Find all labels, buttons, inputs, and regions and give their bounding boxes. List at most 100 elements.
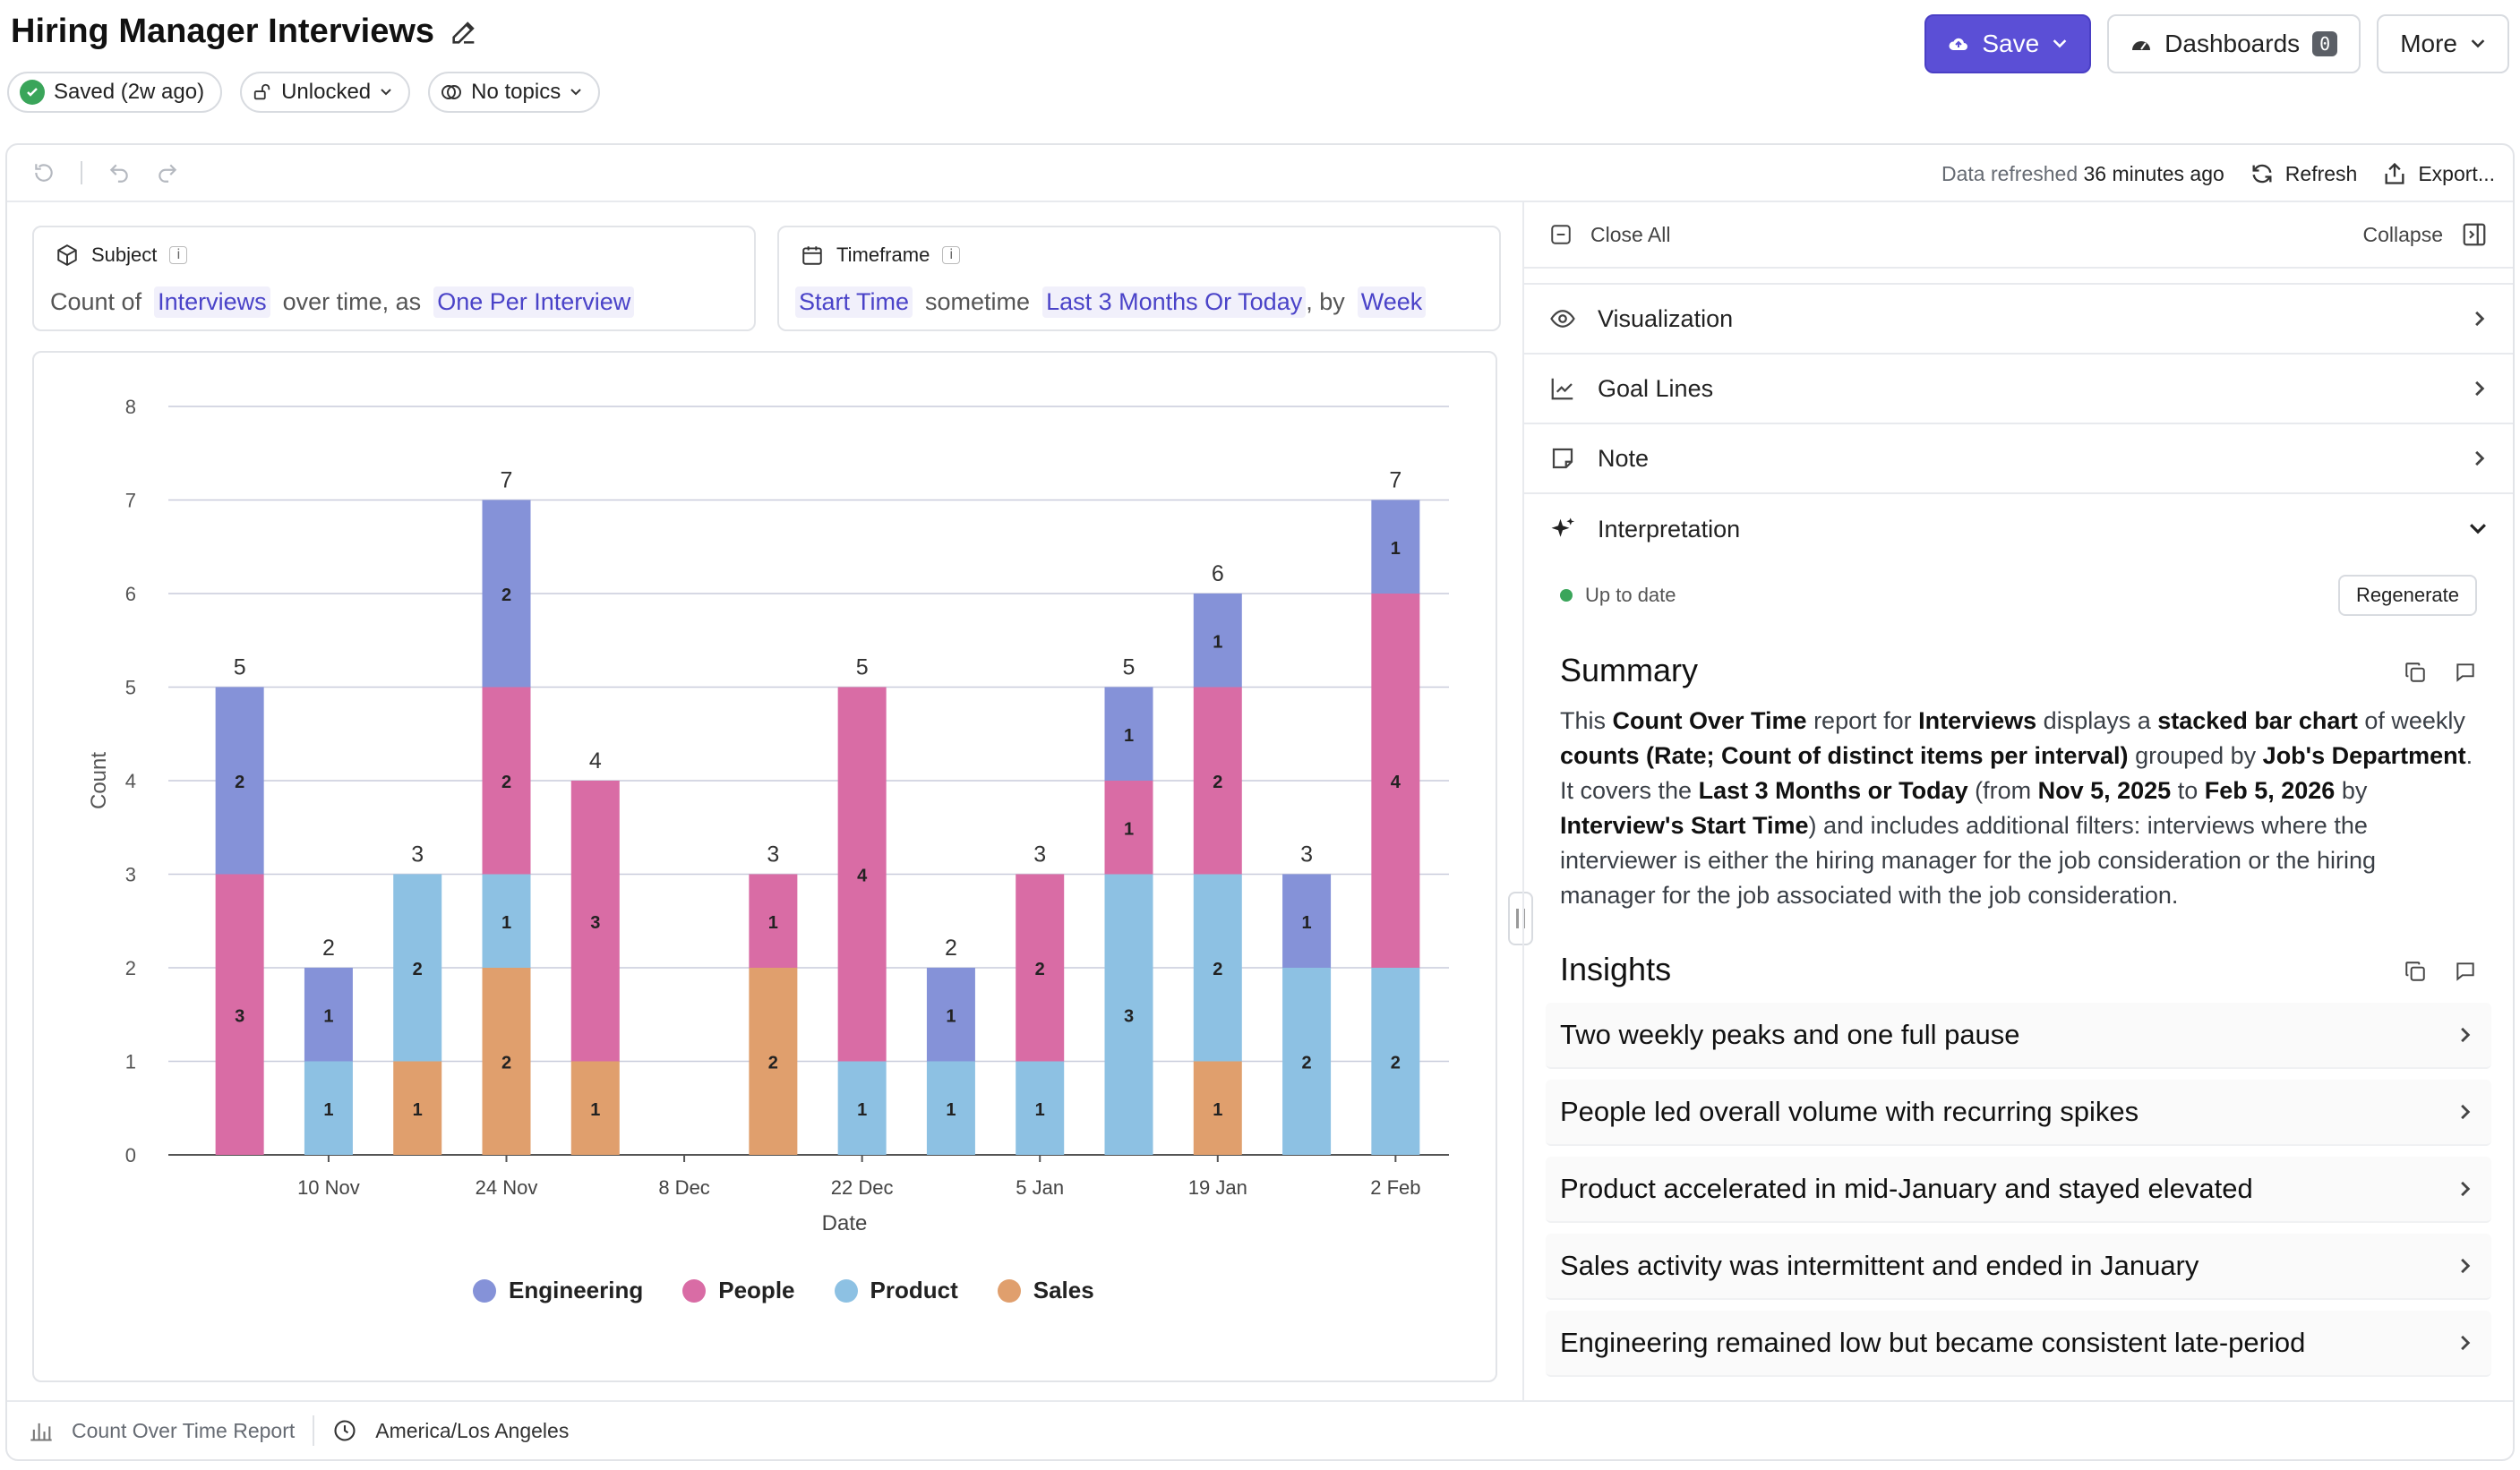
x-axis-label: Date [822,1211,868,1235]
insight-label: People led overall volume with recurring… [1560,1096,2139,1127]
legend-item-sales[interactable]: Sales [997,1277,1094,1304]
redo-icon[interactable] [156,161,179,184]
timeframe-period-token[interactable]: Week [1357,286,1427,318]
bar-segment-label: 1 [1391,539,1401,559]
refresh-button[interactable]: Refresh [2250,161,2357,186]
info-icon[interactable]: i [942,246,961,264]
reset-icon[interactable] [32,161,56,184]
bar-segment-label: 3 [235,1006,244,1026]
insight-label: Engineering remained low but became cons… [1560,1327,2306,1358]
bar-segment-sales [482,968,531,1155]
side-panel: Close All Collapse Visualization Goal Li… [1522,202,2513,1402]
bar-segment-engineering [215,687,264,875]
insight-item[interactable]: People led overall volume with recurring… [1546,1080,2491,1146]
bar-total-label: 3 [411,842,424,867]
close-all-button[interactable]: Close All [1549,223,1670,247]
bar-total-label: 7 [1389,468,1401,493]
section-note[interactable]: Note [1524,424,2513,494]
chevron-down-icon [2471,39,2485,48]
topics-label: No topics [471,80,561,104]
chart-card: 0 1 2 3 4 5 6 7 8 Count 3 2 5 1 1 2 10 Nov 1 2 3 2 1 2 2 7 24 Nov… [32,351,1497,1382]
bar-segment-label: 1 [946,1006,956,1026]
regenerate-button[interactable]: Regenerate [2338,575,2477,616]
legend-item-engineering[interactable]: Engineering [473,1277,643,1304]
bar-segment-label: 2 [501,773,511,792]
timeframe-label: Timeframe [836,244,930,266]
x-tick-label: 2 Feb [1370,1176,1420,1199]
timeframe-card[interactable]: Timeframe i Start Time sometime Last 3 M… [777,226,1501,331]
insight-item[interactable]: Product accelerated in mid-January and s… [1546,1157,2491,1223]
save-label: Save [1982,30,2040,57]
bar-segment-label: 2 [1213,960,1222,979]
insight-label: Sales activity was intermittent and ende… [1560,1250,2199,1281]
bar-segment-product [837,1061,887,1155]
info-icon[interactable]: i [169,246,188,264]
bar-segment-label: 2 [1213,773,1222,792]
legend-label: People [718,1277,795,1303]
header-actions: Save Dashboards 0 More [1924,14,2509,73]
eye-icon [1550,310,1575,328]
timeframe-range-token[interactable]: Last 3 Months Or Today [1042,286,1307,318]
undo-icon[interactable] [107,161,131,184]
bar-segment-label: 3 [590,913,600,933]
insight-label: Two weekly peaks and one full pause [1560,1019,2020,1050]
bar-segment-product [304,1061,353,1155]
pencil-icon[interactable] [449,17,479,47]
y-tick-label: 3 [125,864,136,886]
summary-text-3: displays a [2036,707,2158,734]
subject-mode-token[interactable]: One Per Interview [433,286,635,318]
bar-segment-product [1193,874,1242,1062]
collapse-all-icon [1551,225,1571,244]
summary-text-6: . It covers the [1560,742,2473,804]
timezone-label[interactable]: America/Los Angeles [375,1418,570,1442]
chevron-right-icon [2461,1258,2471,1274]
section-label: Interpretation [1598,515,1741,543]
collapse-label: Collapse [2362,222,2444,246]
bar-segment-label: 1 [501,913,511,933]
legend-item-product[interactable]: Product [834,1277,958,1304]
save-button[interactable]: Save [1924,14,2092,73]
lock-dropdown[interactable]: Unlocked [240,72,411,113]
bar-total-label: 3 [1300,842,1313,867]
chevron-down-icon [570,89,581,96]
section-goal-lines[interactable]: Goal Lines [1524,355,2513,424]
summary-text-10: ) and includes additional filters: inter… [1560,812,2376,909]
copy-icon[interactable] [2404,960,2427,983]
timeframe-field-token[interactable]: Start Time [795,286,913,318]
insight-item[interactable]: Sales activity was intermittent and ende… [1546,1234,2491,1300]
comment-icon[interactable] [2454,661,2477,684]
x-tick-label: 10 Nov [297,1176,360,1199]
bar-segment-label: 1 [768,913,778,933]
section-visualization[interactable]: Visualization [1524,285,2513,355]
dashboards-button[interactable]: Dashboards 0 [2107,14,2361,73]
export-button[interactable]: Export... [2382,161,2495,186]
subject-card[interactable]: Subject i Count of Interviews over time,… [32,226,756,331]
y-tick-label: 1 [125,1051,136,1073]
legend-swatch [834,1278,858,1303]
insight-item[interactable]: Two weekly peaks and one full pause [1546,1003,2491,1069]
bar-segment-people [215,874,264,1155]
topics-dropdown[interactable]: No topics [428,72,601,113]
y-tick-label: 0 [125,1144,136,1167]
insight-item[interactable]: Engineering remained low but became cons… [1546,1311,2491,1377]
saved-status-label: Saved (2w ago) [54,80,205,104]
bar-total-label: 2 [322,936,335,961]
collapse-button[interactable]: Collapse [2363,221,2489,248]
more-button[interactable]: More [2377,14,2509,73]
bar-segment-label: 2 [501,585,511,605]
saved-status-pill[interactable]: Saved (2w ago) [7,72,223,113]
y-axis-label: Count [87,752,111,809]
export-label: Export... [2418,161,2495,185]
chevron-down-icon [2470,524,2486,534]
copy-icon[interactable] [2404,661,2427,684]
subject-entity-token[interactable]: Interviews [154,286,270,318]
dashboards-count-badge: 0 [2312,31,2338,56]
section-interpretation[interactable]: Interpretation [1524,494,2513,564]
x-tick-label: 8 Dec [658,1176,709,1199]
comment-icon[interactable] [2454,960,2477,983]
chevron-right-icon [2475,450,2485,466]
bar-segment-label: 3 [1124,1006,1134,1026]
bar-segment-label: 2 [1035,960,1045,979]
legend-item-people[interactable]: People [682,1277,795,1304]
bar-segment-engineering [1104,687,1153,781]
